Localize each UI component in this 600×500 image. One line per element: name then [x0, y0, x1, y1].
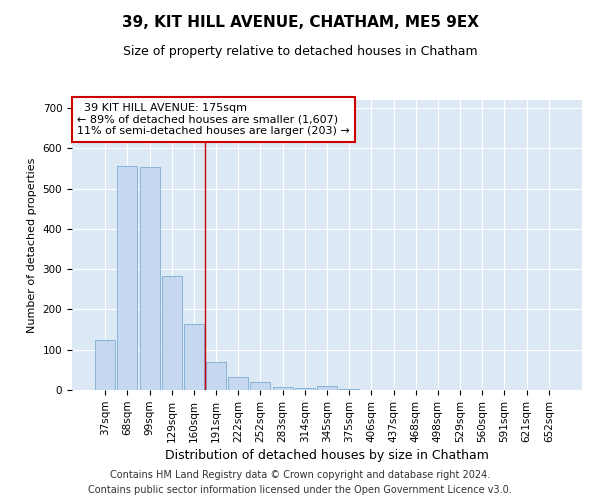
- X-axis label: Distribution of detached houses by size in Chatham: Distribution of detached houses by size …: [165, 449, 489, 462]
- Bar: [272, 387, 293, 390]
- Text: Contains public sector information licensed under the Open Government Licence v3: Contains public sector information licen…: [88, 485, 512, 495]
- Bar: [206, 362, 226, 390]
- Bar: [118, 166, 137, 390]
- Bar: [250, 382, 271, 390]
- Bar: [162, 276, 182, 390]
- Bar: [140, 168, 160, 390]
- Bar: [184, 324, 204, 390]
- Bar: [317, 386, 337, 390]
- Y-axis label: Number of detached properties: Number of detached properties: [27, 158, 37, 332]
- Text: 39 KIT HILL AVENUE: 175sqm
← 89% of detached houses are smaller (1,607)
11% of s: 39 KIT HILL AVENUE: 175sqm ← 89% of deta…: [77, 103, 350, 136]
- Bar: [95, 340, 115, 390]
- Text: Size of property relative to detached houses in Chatham: Size of property relative to detached ho…: [122, 45, 478, 58]
- Bar: [295, 388, 315, 390]
- Text: Contains HM Land Registry data © Crown copyright and database right 2024.: Contains HM Land Registry data © Crown c…: [110, 470, 490, 480]
- Text: 39, KIT HILL AVENUE, CHATHAM, ME5 9EX: 39, KIT HILL AVENUE, CHATHAM, ME5 9EX: [121, 15, 479, 30]
- Bar: [339, 389, 359, 390]
- Bar: [228, 376, 248, 390]
